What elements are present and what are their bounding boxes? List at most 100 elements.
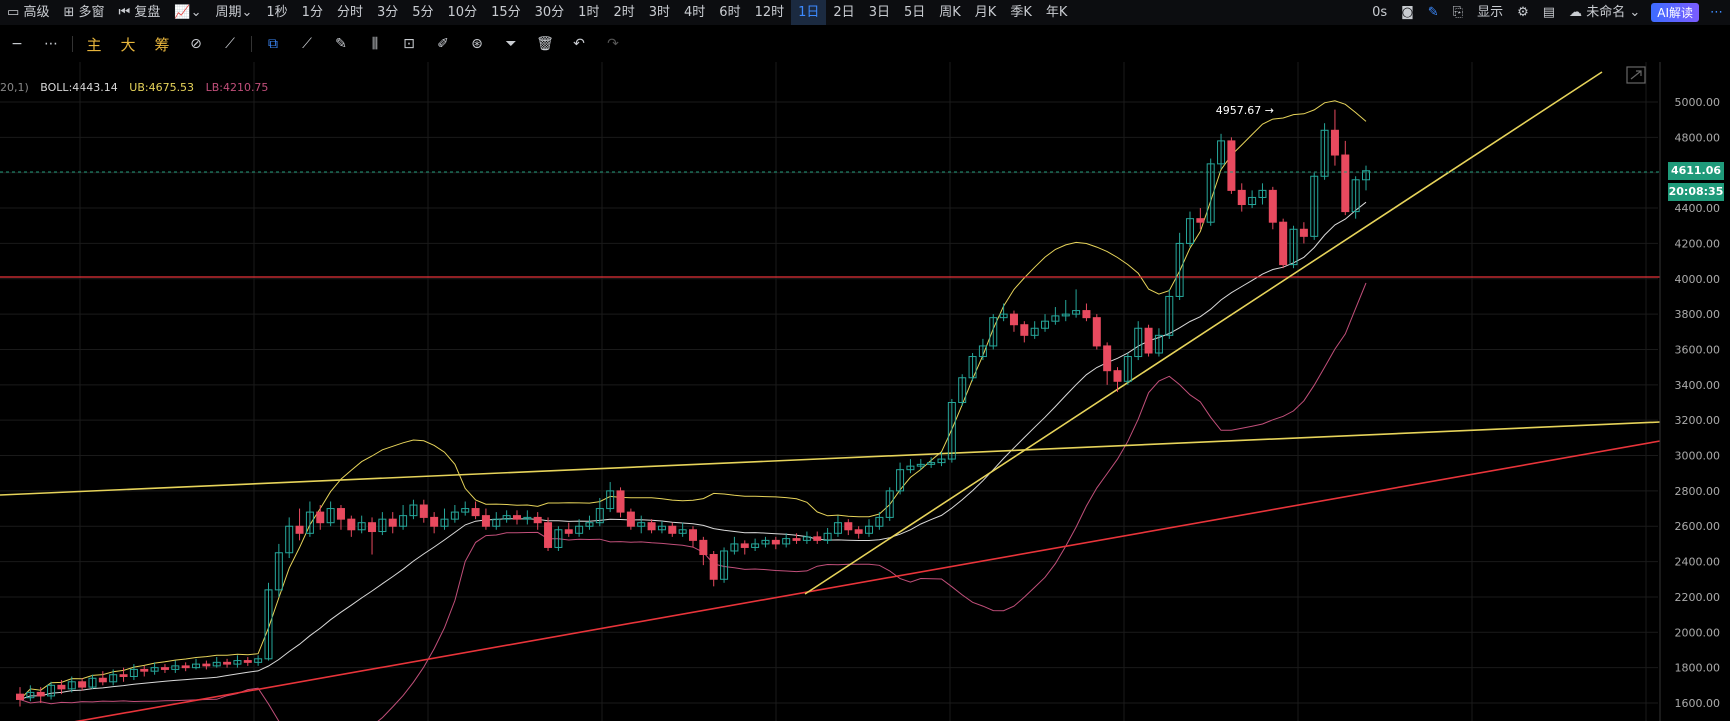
period-dropdown[interactable]: 周期⌄	[215, 5, 253, 20]
candle-body	[1196, 218, 1205, 223]
undo-icon[interactable]: ⎘	[1452, 5, 1464, 20]
redo-icon[interactable]: ↷	[607, 36, 619, 52]
candle-body	[254, 658, 263, 663]
candle-body	[1320, 129, 1329, 177]
minus-icon[interactable]: −	[11, 36, 23, 52]
candle-body	[740, 543, 749, 548]
candle-body	[751, 543, 760, 548]
undo-icon[interactable]: ↶	[573, 36, 585, 52]
copy-icon[interactable]: ⧉	[268, 36, 278, 52]
interval-7[interactable]: 30分	[534, 5, 565, 20]
ai-analysis-button[interactable]: AI解读	[1651, 3, 1699, 22]
replay-button[interactable]: ⏮ 复盘	[118, 5, 161, 20]
candle-body	[1092, 317, 1101, 347]
camera-icon[interactable]: ◙	[1401, 5, 1414, 20]
y-tick-label: 3800.00	[1675, 308, 1721, 321]
candle-body	[129, 668, 138, 677]
candle-body	[285, 525, 294, 554]
ruler-icon[interactable]: ⟋	[225, 36, 235, 52]
multi-window-button[interactable]: ⊞ 多窗	[63, 5, 105, 20]
interval-13[interactable]: 12时	[754, 5, 785, 20]
interval-0[interactable]: 1秒	[266, 5, 288, 20]
candle-body	[958, 377, 967, 403]
interval-19[interactable]: 月K	[974, 5, 997, 20]
share-icon[interactable]: ⋯	[1710, 5, 1723, 20]
candle-body	[512, 515, 521, 520]
candle-body	[1144, 327, 1153, 354]
candle-body	[813, 536, 822, 541]
settings-icon[interactable]: ⚙	[1517, 5, 1529, 20]
toolbar-right: 0s ◙ ✎ ⎘ 显示 ⚙ ▤ ☁ 未命名 ⌄ AI解读 ⋯	[1365, 0, 1730, 25]
candle-body	[1185, 218, 1194, 244]
advanced-button[interactable]: ▭ 高级	[7, 5, 50, 20]
large-order-button[interactable]: 大	[120, 35, 136, 54]
indicator-icon[interactable]: ⊘	[190, 36, 202, 52]
candle-body	[823, 532, 832, 541]
candle-body	[771, 539, 780, 545]
candle-body	[57, 684, 66, 690]
candle-body	[1299, 228, 1308, 237]
interval-10[interactable]: 3时	[648, 5, 671, 20]
interval-14[interactable]: 1日	[791, 0, 827, 25]
interval-17[interactable]: 5日	[903, 5, 926, 20]
trash-icon[interactable]: 🗑	[536, 36, 554, 52]
magnet-icon[interactable]: ⊛	[471, 36, 483, 52]
interval-8[interactable]: 1时	[578, 5, 600, 20]
candle-body	[833, 522, 842, 534]
candle-body	[699, 539, 708, 556]
cloud-dropdown[interactable]: ☁ 未命名 ⌄	[1569, 5, 1641, 20]
interval-18[interactable]: 周K	[939, 5, 961, 20]
lock-icon[interactable]: ⊡	[403, 36, 415, 52]
interval-12[interactable]: 6时	[719, 5, 741, 20]
candles-icon[interactable]: ⫼	[371, 36, 379, 52]
filter-icon[interactable]: ⏷	[505, 36, 517, 52]
interval-3[interactable]: 3分	[376, 5, 399, 20]
interval-4[interactable]: 5分	[412, 5, 434, 20]
candle-body	[1020, 324, 1029, 336]
interval-6[interactable]: 15分	[491, 5, 521, 20]
interval-2[interactable]: 分时	[336, 5, 363, 20]
chips-button[interactable]: 筹	[154, 35, 170, 54]
candle-body	[192, 663, 201, 669]
y-tick-label: 3600.00	[1675, 343, 1721, 356]
interval-20[interactable]: 季K	[1010, 5, 1032, 20]
trend-line-upper	[0, 421, 1661, 496]
candle-body	[1103, 345, 1112, 372]
draw-line-icon[interactable]: ⟋	[302, 36, 312, 52]
candle-body	[689, 529, 697, 541]
candle-body	[430, 516, 439, 527]
candle-body	[1082, 310, 1091, 319]
candle-body	[171, 665, 180, 670]
boll-params: 20,1)	[0, 81, 29, 94]
interval-9[interactable]: 2时	[613, 5, 635, 20]
candle-body	[927, 462, 936, 465]
candle-body	[720, 550, 729, 580]
interval-5[interactable]: 10分	[447, 5, 478, 20]
candle-body	[782, 538, 791, 545]
y-tick-label: 3400.00	[1675, 379, 1721, 392]
interval-11[interactable]: 4时	[684, 5, 706, 20]
more-icon[interactable]: ⋯	[44, 36, 58, 52]
display-button[interactable]: 显示	[1477, 5, 1504, 20]
layout-icon[interactable]: ▤	[1542, 5, 1556, 20]
candle-body	[1248, 196, 1257, 206]
brush-icon[interactable]: ✎	[335, 36, 347, 52]
pencil-icon[interactable]: ✎	[1427, 5, 1439, 20]
interval-15[interactable]: 2日	[833, 5, 855, 20]
interval-1[interactable]: 1分	[301, 5, 323, 20]
candle-body	[295, 525, 304, 534]
candle-body	[1113, 370, 1122, 382]
interval-16[interactable]: 3日	[868, 5, 890, 20]
fullscreen-icon[interactable]	[1626, 66, 1646, 84]
candle-body	[1227, 140, 1236, 191]
candle-body	[450, 511, 459, 520]
interval-21[interactable]: 年K	[1045, 5, 1068, 20]
chart-type-dropdown[interactable]: 📈⌄	[167, 0, 208, 25]
main-indicator-button[interactable]: 主	[86, 35, 102, 54]
price-axis: 1600.00 1800.00 2000.00 2200.00 2400.00 2600.…	[0, 62, 1720, 721]
candle-body	[1310, 175, 1319, 237]
grid	[0, 62, 1658, 721]
candle-body	[119, 674, 128, 677]
note-icon[interactable]: ✐	[437, 36, 449, 52]
